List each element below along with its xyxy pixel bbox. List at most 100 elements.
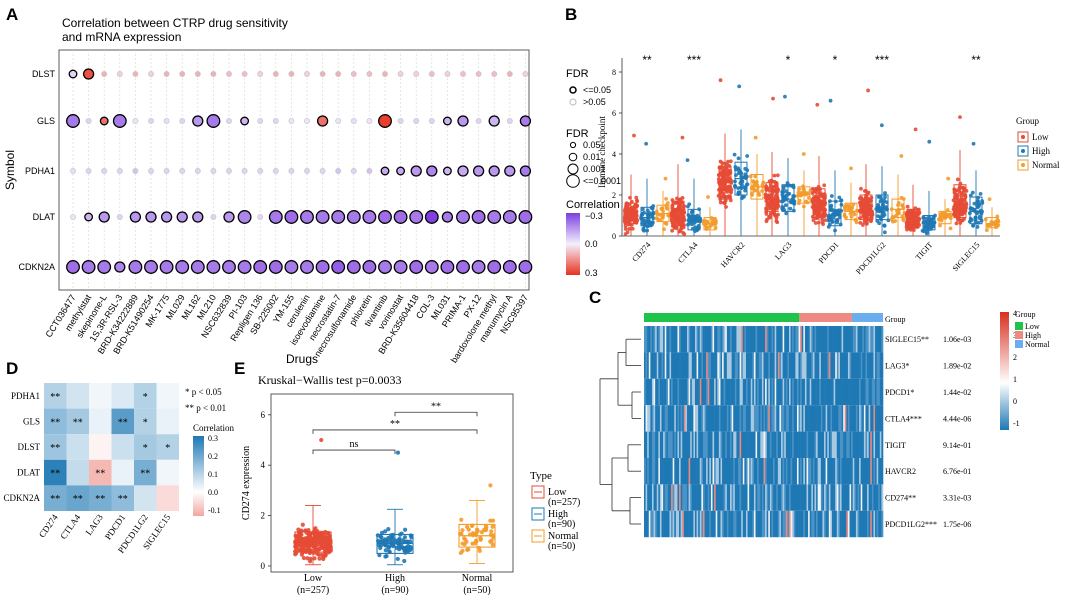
panel-a-dot bbox=[397, 71, 404, 77]
panel-c-cell bbox=[836, 431, 839, 458]
panel-c-cell bbox=[838, 431, 841, 458]
panel-b-y-tick-label: 4 bbox=[612, 150, 616, 159]
panel-c-cell bbox=[773, 484, 775, 511]
panel-a-dot bbox=[132, 168, 139, 174]
panel-e-legend-swatch bbox=[531, 507, 545, 521]
panel-b-point bbox=[718, 166, 723, 171]
panel-c-cell bbox=[878, 378, 881, 406]
panel-c-cell bbox=[758, 431, 761, 458]
panel-c-cell bbox=[742, 510, 745, 538]
panel-label-e: E bbox=[234, 359, 245, 378]
panel-c-cell bbox=[704, 458, 707, 485]
panel-a-dot bbox=[335, 71, 342, 77]
panel-c-cell bbox=[774, 326, 777, 353]
panel-b-point bbox=[755, 188, 760, 193]
panel-c-cell bbox=[730, 405, 732, 432]
panel-c-cell bbox=[795, 431, 798, 458]
legend-correlation-tick-top: −0.3 bbox=[585, 211, 603, 221]
panel-c-cell bbox=[768, 458, 771, 485]
panel-b-point bbox=[869, 219, 873, 224]
panel-b-point bbox=[815, 205, 820, 210]
panel-c-cell bbox=[798, 326, 801, 353]
panel-c-cell bbox=[753, 510, 756, 538]
panel-c-cell bbox=[798, 431, 801, 458]
panel-c-cell bbox=[854, 510, 857, 538]
panel-c-cell bbox=[811, 352, 814, 379]
panel-a-dot bbox=[288, 71, 295, 77]
panel-e-point bbox=[377, 553, 382, 558]
panel-c-cell bbox=[863, 431, 866, 458]
panel-c-cell bbox=[827, 431, 830, 458]
panel-c-cell bbox=[765, 352, 767, 379]
panel-c-cell bbox=[843, 326, 846, 353]
panel-c-cell bbox=[656, 378, 659, 406]
panel-b-point bbox=[772, 173, 777, 178]
panel-e-point bbox=[408, 539, 413, 544]
panel-c-cell bbox=[734, 378, 737, 406]
panel-a-dot bbox=[253, 260, 268, 274]
panel-d-cell bbox=[156, 408, 179, 435]
panel-c-cell bbox=[666, 458, 669, 485]
panel-c-cell bbox=[720, 431, 723, 458]
panel-e-legend-label: Normal bbox=[548, 531, 579, 542]
panel-a-dot bbox=[148, 168, 154, 174]
panel-c-cell bbox=[852, 326, 855, 353]
panel-e-point bbox=[459, 531, 464, 536]
panel-c-cell bbox=[709, 431, 712, 458]
panel-c-cell bbox=[854, 458, 857, 485]
panel-a-dot bbox=[502, 260, 517, 274]
panel-c-cell bbox=[771, 405, 774, 432]
panel-c-cell bbox=[798, 458, 801, 485]
panel-c-cell bbox=[731, 378, 734, 406]
panel-c-legend-label: Low bbox=[1025, 322, 1040, 331]
panel-b-point bbox=[927, 139, 932, 144]
panel-a-dot bbox=[148, 118, 154, 124]
panel-c-cell bbox=[777, 484, 780, 511]
panel-d-row-label: DLAT bbox=[17, 468, 40, 478]
panel-c-cell bbox=[755, 378, 758, 406]
panel-c-cell bbox=[667, 405, 670, 432]
panel-c-cell bbox=[671, 352, 673, 379]
panel-c-cell bbox=[674, 458, 677, 485]
panel-c-cell bbox=[796, 326, 799, 353]
panel-c-cell bbox=[771, 484, 774, 511]
panel-d-cell-stars: * bbox=[165, 443, 170, 454]
panel-c-cell bbox=[787, 326, 790, 353]
panel-c-cell bbox=[852, 510, 855, 538]
panel-d-cell-stars: ** bbox=[50, 417, 60, 428]
panel-b-point bbox=[977, 214, 982, 219]
panel-c-pvalue: 1.44e-02 bbox=[943, 388, 971, 397]
panel-c-cell bbox=[878, 458, 881, 485]
panel-c-cell bbox=[647, 326, 650, 353]
panel-e-point bbox=[299, 532, 304, 537]
panel-b-point bbox=[900, 203, 905, 208]
panel-d-cell bbox=[134, 383, 157, 409]
panel-c-cell bbox=[658, 458, 661, 485]
panel-e-x-tick-label: High bbox=[385, 573, 405, 584]
panel-a-dot bbox=[442, 166, 452, 176]
panel-e-point bbox=[323, 547, 328, 552]
panel-c-cell bbox=[663, 352, 666, 379]
panel-c-cell bbox=[824, 431, 826, 458]
panel-c-cell bbox=[763, 352, 766, 379]
panel-c-cell bbox=[814, 510, 817, 538]
panel-c-cell bbox=[808, 405, 811, 432]
panel-c-cell bbox=[833, 458, 836, 485]
panel-c-cell bbox=[779, 326, 782, 353]
panel-d-cell-stars: ** bbox=[50, 443, 60, 454]
panel-b-point bbox=[835, 218, 840, 223]
panel-c-cell bbox=[704, 352, 707, 379]
panel-c-cell bbox=[648, 484, 651, 511]
panel-c-cell bbox=[701, 431, 704, 458]
panel-b-point bbox=[635, 199, 640, 204]
panel-b-point bbox=[881, 210, 886, 214]
panel-b-point bbox=[866, 88, 871, 93]
panel-c-cell bbox=[776, 378, 779, 406]
panel-a-dot bbox=[380, 166, 390, 176]
panel-c-cell bbox=[822, 431, 825, 458]
panel-d-cell bbox=[111, 408, 134, 435]
panel-c-cell bbox=[820, 405, 823, 432]
panel-d-cell bbox=[66, 383, 89, 409]
panel-c-cell bbox=[709, 405, 712, 432]
